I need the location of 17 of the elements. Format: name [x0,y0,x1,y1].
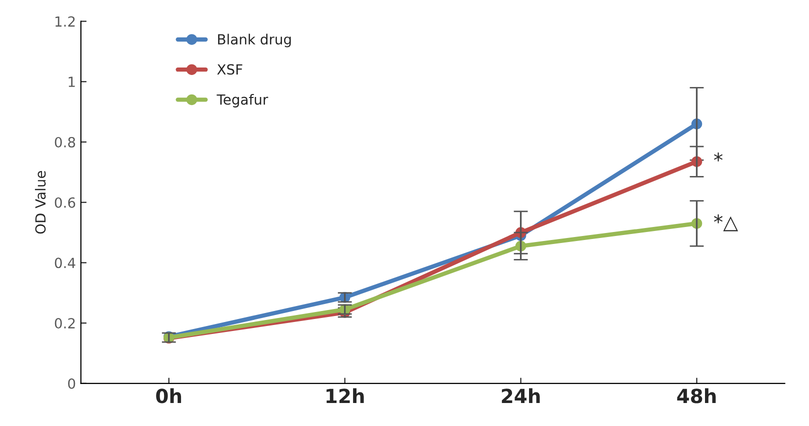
legend-label: Tegafur [216,94,268,108]
x-tick-label: 12h [326,388,364,404]
x-tick-label: 24h [502,388,540,404]
y-tick-label: 0.2 [54,318,75,329]
y-tick-label: 0.8 [54,136,76,148]
x-tick-label: 0h [156,388,182,404]
x-tick-label: 48h [677,388,716,404]
y-tick-label: 0.6 [54,197,76,208]
y-tick-label: 0.4 [54,258,76,268]
annotation: * [714,152,723,162]
annotation: *△ [714,214,738,232]
y-tick-label: 1.2 [55,16,75,27]
y-axis-title: OD Value [34,170,46,234]
y-tick-label: 0 [68,378,76,389]
y-tick-label: 1 [68,76,75,87]
legend-label: Blank drug [218,34,291,48]
legend-label: XSF [217,64,242,75]
